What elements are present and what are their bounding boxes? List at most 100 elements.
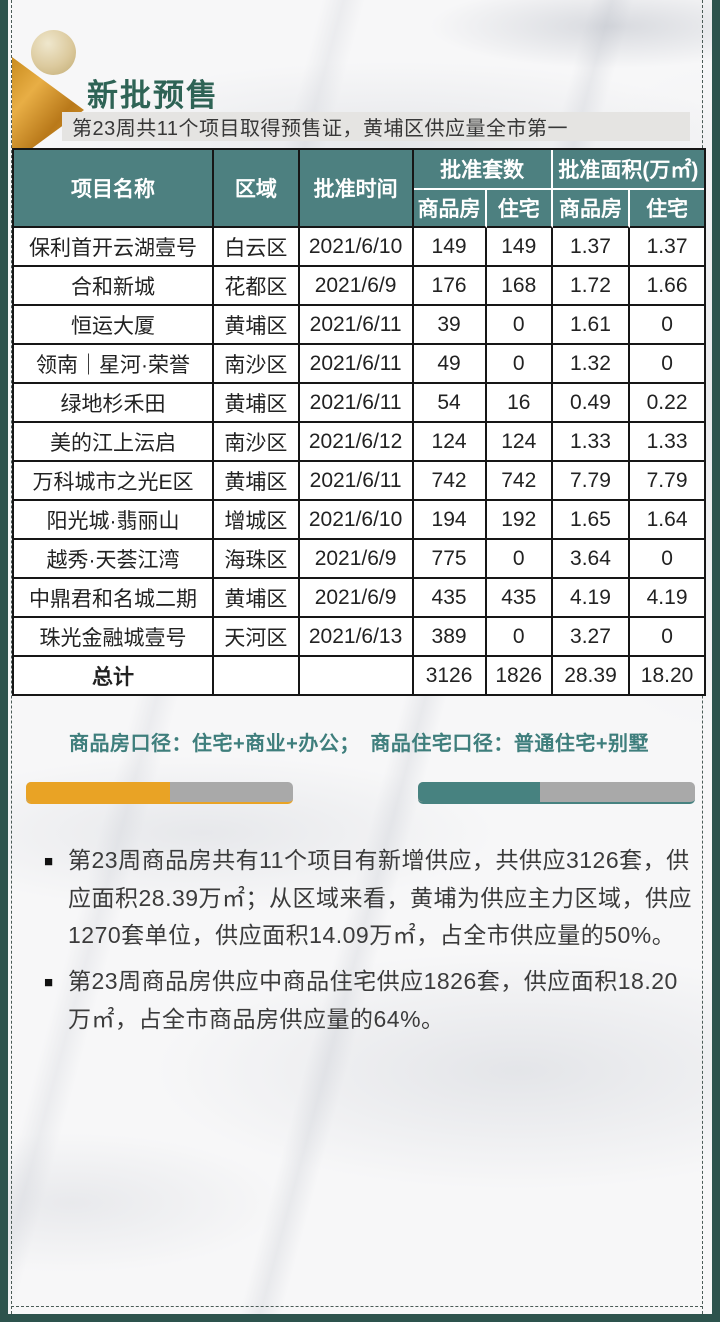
summary-bullet-list: ■ 第23周商品房共有11个项目有新增供应，共供应3126套，供应面积28.39万… (44, 842, 696, 1047)
cell-district: 增城区 (214, 501, 300, 540)
cell-project: 万科城市之光E区 (14, 462, 215, 501)
cell-project: 绿地杉禾田 (14, 384, 215, 423)
divider-bar-orange-fill (26, 782, 171, 802)
cell-date: 2021/6/10 (299, 228, 414, 267)
table-row: 珠光金融城壹号 天河区 2021/6/13 389 0 3.27 0 (14, 618, 704, 657)
table-row: 保利首开云湖壹号 白云区 2021/6/10 149 149 1.37 1.37 (14, 228, 704, 267)
cell-district: 白云区 (214, 228, 300, 267)
cell-project: 恒运大厦 (14, 306, 215, 345)
col-header-units-group: 批准套数 (413, 150, 553, 190)
cell-area-residential: 7.79 (630, 462, 704, 501)
cell-project: 领南｜星河·荣誉 (14, 345, 215, 384)
cell-area-residential: 4.19 (630, 579, 704, 618)
cell-units-commodity: 176 (413, 267, 487, 306)
cell-project: 保利首开云湖壹号 (14, 228, 215, 267)
teal-frame-right (712, 0, 720, 1322)
total-empty-date (300, 657, 414, 694)
col-header-approval-date: 批准时间 (299, 150, 414, 228)
cell-units-commodity: 435 (413, 579, 487, 618)
cell-project: 合和新城 (14, 267, 215, 306)
square-bullet-icon: ■ (44, 974, 54, 991)
cell-area-commodity: 1.61 (552, 306, 631, 345)
table-row: 阳光城·翡丽山 增城区 2021/6/10 194 192 1.65 1.64 (14, 501, 704, 540)
cell-area-commodity: 1.32 (552, 345, 631, 384)
beige-circle-decoration (31, 30, 76, 75)
col-header-units-residential: 住宅 (486, 190, 553, 228)
cell-district: 天河区 (214, 618, 300, 657)
table-row: 恒运大厦 黄埔区 2021/6/11 39 0 1.61 0 (14, 306, 704, 345)
cell-area-residential: 0 (630, 345, 704, 384)
col-header-area-residential: 住宅 (630, 190, 704, 228)
subtitle-bar: 第23周共11个项目取得预售证，黄埔区供应量全市第一 (62, 112, 690, 141)
cell-units-commodity: 149 (413, 228, 487, 267)
dashed-border-left (11, 0, 12, 1314)
total-units-residential: 1826 (487, 657, 553, 694)
divider-bar-teal-fill (418, 782, 540, 802)
total-units-commodity: 3126 (414, 657, 487, 694)
cell-district: 黄埔区 (214, 462, 300, 501)
bullet-item: ■ 第23周商品房共有11个项目有新增供应，共供应3126套，供应面积28.39万… (44, 842, 696, 954)
cell-date: 2021/6/10 (299, 501, 414, 540)
cell-area-commodity: 1.33 (552, 423, 631, 462)
cell-units-commodity: 775 (413, 540, 487, 579)
bullet-text: 第23周商品房供应中商品住宅供应1826套，供应面积18.20万㎡，占全市商品房… (68, 968, 678, 1032)
bullet-text: 第23周商品房共有11个项目有新增供应，共供应3126套，供应面积28.39万㎡… (68, 847, 693, 948)
cell-units-commodity: 54 (413, 384, 487, 423)
presale-approval-table: 项目名称 区域 批准时间 批准套数 批准面积(万㎡) 商品房 住宅 商品房 住宅… (12, 148, 706, 696)
cell-units-residential: 168 (486, 267, 553, 306)
divider-bar-orange (26, 782, 293, 804)
cell-area-commodity: 7.79 (552, 462, 631, 501)
cell-units-residential: 742 (486, 462, 553, 501)
cell-area-commodity: 3.27 (552, 618, 631, 657)
cell-district: 花都区 (214, 267, 300, 306)
caliber-note: 商品房口径：住宅+商业+办公； 商品住宅口径：普通住宅+别墅 (68, 733, 650, 755)
col-header-units-commodity: 商品房 (413, 190, 487, 228)
cell-area-commodity: 1.65 (552, 501, 631, 540)
cell-date: 2021/6/11 (299, 306, 414, 345)
cell-units-commodity: 49 (413, 345, 487, 384)
cell-area-residential: 0 (630, 540, 704, 579)
cell-area-commodity: 3.64 (552, 540, 631, 579)
table-total-row: 总计 3126 1826 28.39 18.20 (14, 657, 704, 694)
table-row: 越秀·天荟江湾 海珠区 2021/6/9 775 0 3.64 0 (14, 540, 704, 579)
bullet-item: ■ 第23周商品房供应中商品住宅供应1826套，供应面积18.20万㎡，占全市商品… (44, 963, 696, 1038)
cell-units-commodity: 389 (413, 618, 487, 657)
cell-date: 2021/6/13 (299, 618, 414, 657)
table-row: 绿地杉禾田 黄埔区 2021/6/11 54 16 0.49 0.22 (14, 384, 704, 423)
cell-units-residential: 0 (486, 540, 553, 579)
cell-project: 阳光城·翡丽山 (14, 501, 215, 540)
cell-district: 黄埔区 (214, 579, 300, 618)
cell-date: 2021/6/12 (299, 423, 414, 462)
total-area-residential: 18.20 (640, 663, 694, 687)
cell-project: 中鼎君和名城二期 (14, 579, 215, 618)
col-header-area-group: 批准面积(万㎡) (552, 150, 704, 190)
subtitle-text: 第23周共11个项目取得预售证，黄埔区供应量全市第一 (72, 118, 569, 140)
cell-project: 美的江上沄启 (14, 423, 215, 462)
total-empty-district (214, 657, 300, 694)
cell-units-residential: 435 (486, 579, 553, 618)
cell-units-commodity: 124 (413, 423, 487, 462)
cell-area-commodity: 1.72 (552, 267, 631, 306)
cell-date: 2021/6/11 (299, 345, 414, 384)
page-title: 新批预售 (87, 78, 219, 113)
cell-area-residential: 1.66 (630, 267, 704, 306)
table-row: 领南｜星河·荣誉 南沙区 2021/6/11 49 0 1.32 0 (14, 345, 704, 384)
cell-district: 黄埔区 (214, 306, 300, 345)
cell-units-residential: 0 (486, 306, 553, 345)
col-header-project: 项目名称 (14, 150, 215, 228)
square-bullet-icon: ■ (44, 853, 54, 870)
cell-date: 2021/6/9 (299, 579, 414, 618)
table-row: 合和新城 花都区 2021/6/9 176 168 1.72 1.66 (14, 267, 704, 306)
cell-district: 海珠区 (214, 540, 300, 579)
cell-project: 越秀·天荟江湾 (14, 540, 215, 579)
cell-units-commodity: 194 (413, 501, 487, 540)
cell-date: 2021/6/9 (299, 540, 414, 579)
cell-district: 黄埔区 (214, 384, 300, 423)
cell-area-commodity: 0.49 (552, 384, 631, 423)
teal-frame-bottom (0, 1314, 720, 1322)
total-area-commodity: 28.39 (553, 657, 631, 694)
table-row: 万科城市之光E区 黄埔区 2021/6/11 742 742 7.79 7.79 (14, 462, 704, 501)
cell-units-residential: 16 (486, 384, 553, 423)
cell-area-commodity: 4.19 (552, 579, 631, 618)
